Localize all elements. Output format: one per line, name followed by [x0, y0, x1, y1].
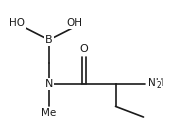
Text: N: N	[45, 79, 53, 89]
Text: NH: NH	[148, 78, 163, 88]
Text: HO: HO	[9, 18, 25, 28]
Text: O: O	[80, 44, 88, 54]
Text: Me: Me	[41, 108, 57, 118]
Text: 2: 2	[157, 81, 161, 90]
Text: B: B	[45, 35, 53, 45]
Text: OH: OH	[66, 18, 82, 28]
